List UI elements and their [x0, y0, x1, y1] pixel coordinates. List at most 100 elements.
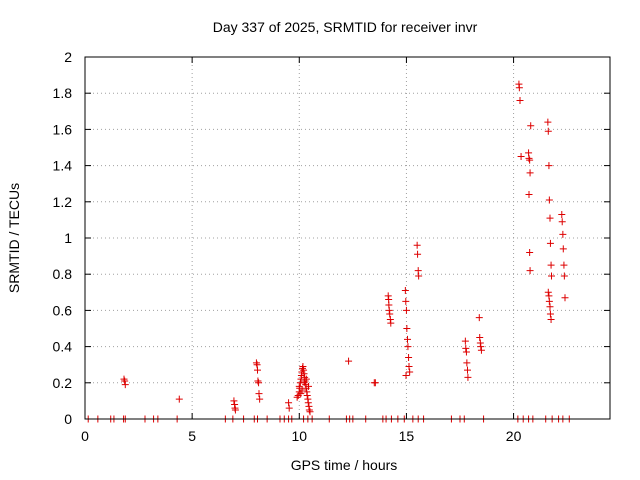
data-point — [255, 379, 263, 387]
data-point — [120, 375, 128, 383]
data-point — [415, 272, 423, 280]
data-point — [544, 118, 552, 126]
y-tick-label: 0.4 — [53, 339, 73, 355]
x-tick-label: 20 — [506, 428, 522, 444]
data-point — [548, 272, 555, 280]
data-point — [525, 191, 533, 199]
data-point — [304, 399, 312, 407]
data-point — [526, 267, 534, 275]
data-point — [464, 366, 471, 374]
data-point — [300, 370, 308, 378]
data-point — [546, 303, 554, 311]
x-tick-label: 0 — [81, 428, 89, 444]
data-point — [371, 379, 379, 387]
data-point — [559, 245, 567, 253]
data-point — [462, 344, 470, 352]
data-point — [306, 408, 314, 416]
data-point — [559, 230, 567, 238]
data-point — [546, 239, 554, 247]
data-point — [121, 377, 129, 385]
data-point — [386, 310, 394, 318]
data-point — [561, 294, 569, 302]
y-tick-label: 1 — [64, 230, 72, 246]
data-point — [405, 363, 413, 371]
data-point — [403, 325, 411, 332]
y-axis-label: SRMTID / TECUs — [6, 183, 22, 293]
data-point — [414, 250, 422, 258]
data-point — [305, 406, 313, 414]
data-point — [516, 96, 524, 104]
data-point — [464, 373, 472, 381]
data-point — [526, 169, 534, 177]
data-point — [387, 319, 395, 327]
data-point — [285, 404, 293, 412]
data-point — [402, 297, 410, 305]
data-point — [558, 218, 566, 226]
data-point — [560, 272, 568, 280]
data-point — [515, 84, 523, 92]
data-point — [255, 390, 263, 398]
data-point — [463, 359, 471, 367]
data-point — [295, 382, 303, 390]
data-point — [545, 196, 553, 204]
y-tick-label: 1.2 — [53, 194, 73, 210]
data-point — [300, 379, 308, 387]
data-point — [545, 162, 553, 170]
data-point — [231, 406, 239, 414]
data-point — [121, 381, 129, 389]
data-point — [230, 397, 238, 405]
data-point — [345, 357, 353, 365]
axis-ticks: 00.20.40.60.811.21.41.61.820 5 10 15 20 — [53, 49, 610, 444]
data-point — [462, 348, 470, 356]
data-point — [256, 395, 264, 403]
y-tick-label: 0.6 — [53, 302, 73, 318]
data-point — [301, 377, 309, 385]
data-point — [285, 399, 293, 407]
y-tick-label: 1.8 — [53, 85, 73, 101]
y-tick-label: 1.6 — [53, 121, 73, 137]
data-point — [413, 241, 421, 249]
data-point — [558, 210, 566, 218]
data-point — [477, 343, 485, 351]
grid-lines — [85, 57, 610, 419]
data-point — [526, 156, 534, 164]
data-point — [293, 393, 301, 401]
data-point — [299, 363, 307, 371]
data-point — [175, 395, 183, 403]
x-tick-label: 15 — [399, 428, 415, 444]
data-point — [461, 337, 469, 345]
data-point — [475, 314, 483, 322]
data-point — [544, 127, 552, 135]
data-point — [302, 375, 310, 383]
chart-title: Day 337 of 2025, SRMTID for receiver inv… — [213, 19, 478, 35]
data-point — [546, 310, 554, 318]
y-tick-label: 1.4 — [53, 158, 73, 174]
data-point — [476, 334, 484, 342]
plot-frame — [84, 56, 611, 420]
data-point — [254, 366, 261, 374]
data-point — [477, 346, 485, 354]
data-point — [252, 359, 260, 367]
data-point — [298, 386, 306, 394]
x-axis-label: GPS time / hours — [291, 457, 398, 473]
data-point — [297, 390, 305, 398]
data-point — [547, 261, 555, 269]
data-point — [305, 382, 312, 390]
data-point — [547, 315, 555, 323]
x-tick-label: 10 — [291, 428, 307, 444]
y-tick-label: 2 — [64, 49, 72, 65]
data-point — [525, 154, 533, 162]
data-point — [254, 377, 262, 385]
data-point — [402, 372, 410, 380]
y-tick-label: 0.8 — [53, 266, 73, 282]
data-point — [517, 153, 525, 161]
data-point — [546, 214, 554, 222]
data-point — [303, 391, 311, 399]
y-tick-label: 0 — [64, 411, 72, 427]
data-point — [406, 368, 414, 376]
data-point — [404, 343, 412, 351]
data-point — [526, 248, 534, 256]
data-point — [544, 288, 552, 296]
y-tick-label: 0.2 — [53, 375, 73, 391]
